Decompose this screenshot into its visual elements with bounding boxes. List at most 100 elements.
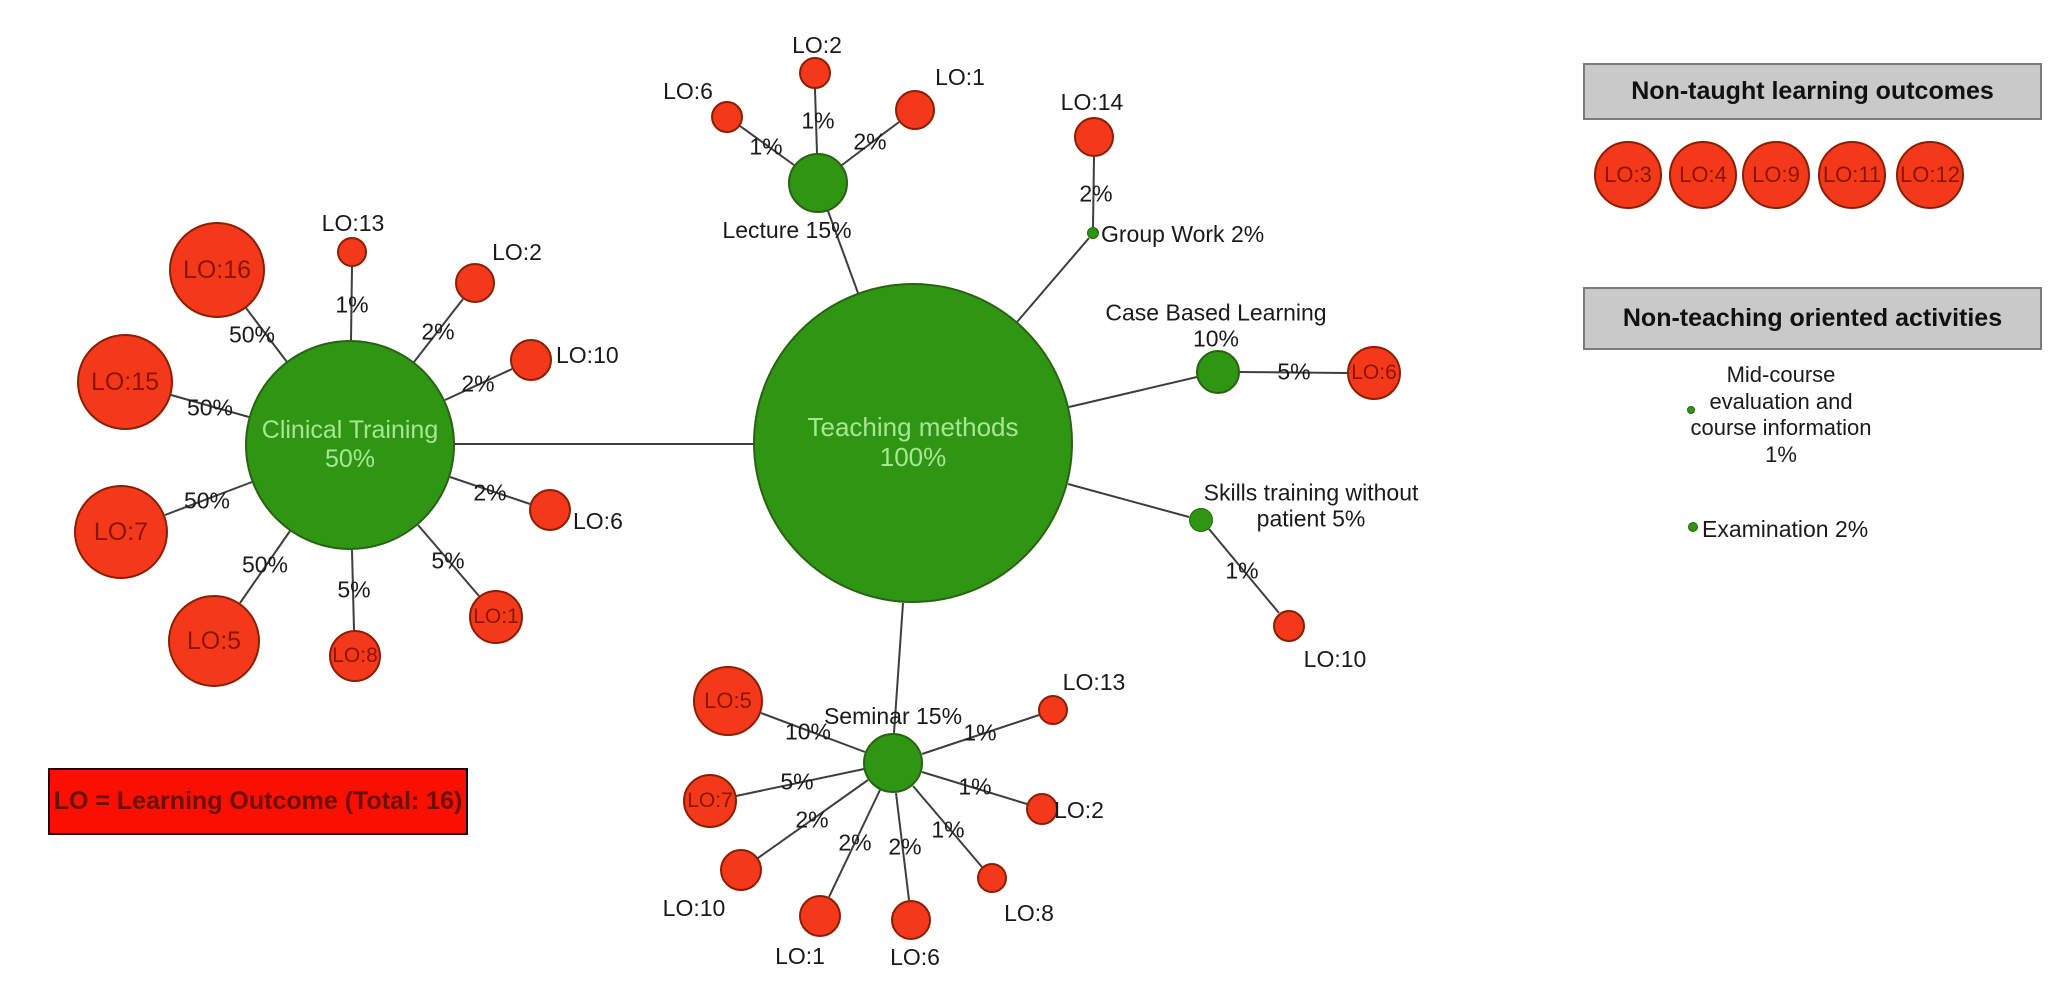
node-case-based-learning (1196, 350, 1240, 394)
node-midcourse-dot (1687, 406, 1695, 414)
non-teaching-activities-title: Non-teaching oriented activities (1622, 304, 2003, 332)
node-lo5-seminar: LO:5 (693, 666, 763, 736)
edge-line (1239, 371, 1348, 374)
node-lo2-lecture (799, 57, 831, 89)
edge-line (351, 549, 355, 631)
edge-percentage-label: 1% (1225, 557, 1259, 584)
node-lo3-panel: LO:3 (1594, 141, 1662, 209)
edge-percentage-label: 2% (888, 833, 922, 860)
non-taught-outcomes-title: Non-taught learning outcomes (1631, 77, 1994, 105)
node-lo11-panel: LO:11 (1818, 141, 1886, 209)
node-lo2-seminar (1026, 793, 1058, 825)
edge-percentage-label: 5% (431, 547, 465, 574)
node-lo12-panel: LO:12 (1896, 141, 1964, 209)
examination-label: Examination 2% (1702, 516, 1869, 542)
midcourse-evaluation-label: Mid-course evaluation and course informa… (1690, 362, 1872, 467)
node-lo16-clinical: LO:16 (169, 222, 265, 318)
edge-line (1067, 483, 1190, 518)
node-seminar (863, 733, 923, 793)
edge-percentage-label: 50% (183, 487, 231, 514)
edge-line (921, 771, 1028, 805)
diagram-text-label: Case Based Learning 10% (1105, 299, 1327, 352)
diagram-text-label: Group Work 2% (1101, 220, 1265, 247)
edge-percentage-label: 2% (795, 806, 829, 833)
node-lo1-lecture (895, 90, 935, 130)
node-teaching-methods: Teaching methods 100% (753, 283, 1073, 603)
edge-line (239, 530, 291, 604)
node-lo13-clinical (337, 237, 367, 267)
node-lo1-seminar (799, 895, 841, 937)
edge-line (350, 266, 353, 341)
node-lecture (788, 153, 848, 213)
diagram-text-label: LO:6 (573, 507, 623, 534)
node-lo10-seminar (720, 849, 762, 891)
node-lo4-panel: LO:4 (1669, 141, 1737, 209)
lo-legend-box: LO = Learning Outcome (Total: 16) (48, 768, 468, 835)
diagram-text-label: LO:14 (1060, 88, 1124, 115)
edge-percentage-label: 1% (749, 133, 783, 160)
edge-percentage-label: 50% (186, 394, 234, 421)
edge-percentage-label: 2% (853, 128, 887, 155)
node-lo6-lecture (711, 101, 743, 133)
edge-percentage-label: 10% (784, 718, 832, 745)
diagram-text-label: LO:10 (662, 894, 726, 921)
edge-percentage-label: 1% (958, 773, 992, 800)
edge-line (814, 88, 818, 154)
edge-percentage-label: 1% (801, 107, 835, 134)
edge-line (1092, 156, 1095, 228)
edge-percentage-label: 50% (241, 551, 289, 578)
diagram-text-label: Lecture 15% (722, 216, 852, 243)
node-lo8-seminar (977, 863, 1007, 893)
edge-line (828, 789, 881, 898)
edge-line (739, 125, 795, 166)
edge-percentage-label: 2% (461, 370, 495, 397)
diagram-text-label: LO:13 (1062, 668, 1126, 695)
edge-percentage-label: 50% (228, 321, 276, 348)
edge-line (895, 792, 910, 901)
edge-percentage-label: 1% (931, 816, 965, 843)
edge-line (170, 394, 250, 418)
edge-percentage-label: 5% (780, 768, 814, 795)
diagram-text-label: LO:1 (935, 63, 985, 90)
diagram-text-label: LO:8 (1004, 899, 1054, 926)
edge-line (444, 368, 513, 401)
diagram-text-label: LO:2 (1054, 796, 1104, 823)
diagram-text-label: LO:2 (792, 31, 842, 58)
edge-line (912, 785, 983, 868)
edge-line (1068, 376, 1198, 408)
edge-line (245, 307, 288, 363)
node-lo10-skills (1273, 610, 1305, 642)
node-lo1-clinical: LO:1 (469, 590, 523, 644)
node-group-work-dot (1087, 227, 1099, 239)
edge-line (893, 602, 904, 734)
diagram-text-label: Seminar 15% (823, 702, 963, 729)
edge-line (760, 712, 866, 753)
edge-line (417, 524, 480, 597)
edge-line (413, 298, 464, 363)
node-lo8-clinical: LO:8 (329, 630, 381, 682)
diagram-text-label: LO:6 (890, 943, 940, 970)
diagram-text-label: LO:10 (1303, 645, 1367, 672)
edge-line (1208, 528, 1280, 614)
edge-line (164, 481, 253, 516)
diagram-text-label: Skills training without patient 5% (1203, 479, 1419, 532)
diagram-text-label: LO:13 (321, 209, 385, 236)
node-lo6-casebased: LO:6 (1347, 346, 1401, 400)
edge-percentage-label: 1% (963, 719, 997, 746)
edge-percentage-label: 5% (1277, 358, 1311, 385)
edge-line (841, 121, 900, 166)
node-lo9-panel: LO:9 (1742, 141, 1810, 209)
node-lo2-clinical (455, 263, 495, 303)
edge-line (735, 768, 865, 797)
edge-line (449, 476, 531, 505)
node-lo5-clinical: LO:5 (168, 595, 260, 687)
edge-percentage-label: 2% (1079, 180, 1113, 207)
node-lo14-groupwork (1074, 117, 1114, 157)
diagram-text-label: LO:2 (492, 238, 542, 265)
node-examination-dot (1688, 522, 1698, 532)
non-taught-outcomes-header: Non-taught learning outcomes (1583, 63, 2042, 120)
node-lo10-clinical (510, 339, 552, 381)
diagram-text-label: LO:10 (556, 341, 619, 368)
node-clinical-training: Clinical Training 50% (245, 340, 455, 550)
